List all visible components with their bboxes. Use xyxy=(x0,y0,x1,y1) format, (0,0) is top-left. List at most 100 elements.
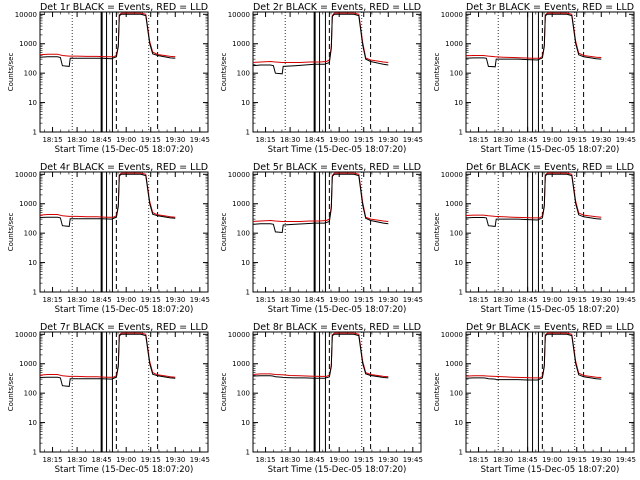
y-tick-label: 1000 xyxy=(232,200,250,208)
series-line-lld xyxy=(253,332,389,378)
plot-frame xyxy=(252,171,422,293)
panel-det-5: Det 5r BLACK = Events, RED = LLD 1 10 100 10… xyxy=(220,162,423,315)
x-tick-label: 19:30 xyxy=(591,136,611,144)
x-tick-label: 19:45 xyxy=(190,136,210,144)
y-tick-label: 10 xyxy=(28,99,37,107)
series-line-lld xyxy=(466,332,602,379)
x-tick-label: 19:00 xyxy=(329,296,349,304)
y-tick-label: 10000 xyxy=(15,331,37,339)
plot-frame xyxy=(252,11,422,133)
x-tick-label: 19:30 xyxy=(378,296,398,304)
y-tick-label: 1000 xyxy=(445,360,463,368)
x-tick-label: 19:00 xyxy=(542,456,562,464)
x-tick-label: 18:30 xyxy=(67,296,87,304)
y-tick-label: 100 xyxy=(24,70,37,78)
y-tick-label: 1000 xyxy=(19,200,37,208)
series-line-events xyxy=(466,333,602,381)
y-tick-label: 1 xyxy=(33,289,37,297)
x-tick-label: 19:30 xyxy=(591,456,611,464)
x-tick-label: 19:15 xyxy=(141,296,161,304)
x-tick-label: 19:15 xyxy=(354,456,374,464)
panel-det-1: Det 1r BLACK = Events, RED = LLD 1 10 100 10… xyxy=(7,2,210,155)
y-tick-label: 1000 xyxy=(19,360,37,368)
y-axis-title: Counts/sec xyxy=(7,373,15,412)
y-tick-label: 1 xyxy=(33,129,37,137)
y-tick-label: 1 xyxy=(246,289,250,297)
y-axis-title: Counts/sec xyxy=(433,213,441,252)
x-tick-label: 18:30 xyxy=(280,296,300,304)
x-tick-label: 18:45 xyxy=(518,296,538,304)
series-line-lld xyxy=(253,12,389,63)
series-line-events xyxy=(40,13,176,67)
y-tick-label: 100 xyxy=(450,390,463,398)
x-axis-title: Start Time (15-Dec-05 18:07:20) xyxy=(481,305,620,315)
x-tick-label: 19:30 xyxy=(165,296,185,304)
y-axis-title: Counts/sec xyxy=(433,373,441,412)
x-tick-label: 18:45 xyxy=(92,456,112,464)
chart-title: Det 6r BLACK = Events, RED = LLD xyxy=(466,162,634,173)
y-tick-label: 10 xyxy=(241,99,250,107)
y-tick-label: 1000 xyxy=(19,40,37,48)
x-tick-label: 18:45 xyxy=(92,296,112,304)
x-tick-label: 19:15 xyxy=(567,296,587,304)
x-tick-label: 18:45 xyxy=(305,456,325,464)
panel-det-6: Det 6r BLACK = Events, RED = LLD 1 10 100 10… xyxy=(433,162,636,315)
y-axis-title: Counts/sec xyxy=(433,53,441,92)
series-line-events xyxy=(466,173,602,227)
chart-title: Det 2r BLACK = Events, RED = LLD xyxy=(253,2,421,13)
series-line-events xyxy=(40,333,176,387)
x-tick-label: 18:15 xyxy=(255,456,275,464)
y-tick-label: 1000 xyxy=(445,40,463,48)
x-tick-label: 18:30 xyxy=(67,456,87,464)
x-tick-label: 18:15 xyxy=(468,296,488,304)
y-tick-label: 10000 xyxy=(228,331,250,339)
x-tick-label: 18:30 xyxy=(280,456,300,464)
y-tick-label: 10000 xyxy=(15,171,37,179)
x-tick-label: 18:15 xyxy=(42,296,62,304)
series-line-events xyxy=(253,173,389,234)
x-tick-label: 18:45 xyxy=(305,136,325,144)
chart-title: Det 4r BLACK = Events, RED = LLD xyxy=(40,162,208,173)
x-axis-title: Start Time (15-Dec-05 18:07:20) xyxy=(268,305,407,315)
y-tick-label: 10000 xyxy=(228,11,250,19)
series-line-lld xyxy=(466,172,602,219)
panel-det-8: Det 8r BLACK = Events, RED = LLD 1 10 100 10… xyxy=(220,322,423,475)
x-tick-label: 19:45 xyxy=(403,296,423,304)
x-tick-label: 18:15 xyxy=(42,456,62,464)
x-tick-label: 19:00 xyxy=(116,296,136,304)
series-line-lld xyxy=(466,12,602,59)
y-tick-label: 100 xyxy=(450,230,463,238)
y-tick-label: 100 xyxy=(24,230,37,238)
y-tick-label: 1 xyxy=(459,129,463,137)
x-tick-label: 19:00 xyxy=(542,296,562,304)
y-tick-label: 10 xyxy=(454,99,463,107)
chart-title: Det 5r BLACK = Events, RED = LLD xyxy=(253,162,421,173)
panel-det-4: Det 4r BLACK = Events, RED = LLD 1 10 100 10… xyxy=(7,162,210,315)
x-axis-title: Start Time (15-Dec-05 18:07:20) xyxy=(481,465,620,475)
y-tick-label: 10000 xyxy=(441,11,463,19)
panel-det-2: Det 2r BLACK = Events, RED = LLD 1 10 100 10… xyxy=(220,2,423,155)
y-tick-label: 100 xyxy=(237,70,250,78)
plot-frame xyxy=(39,11,209,133)
x-tick-label: 19:00 xyxy=(329,456,349,464)
x-tick-label: 18:30 xyxy=(493,136,513,144)
x-tick-label: 18:15 xyxy=(468,136,488,144)
y-tick-label: 1000 xyxy=(232,40,250,48)
series-line-events xyxy=(253,333,389,379)
chart-title: Det 1r BLACK = Events, RED = LLD xyxy=(40,2,208,13)
y-tick-label: 10000 xyxy=(228,171,250,179)
y-axis-title: Counts/sec xyxy=(220,53,228,92)
y-tick-label: 10 xyxy=(454,419,463,427)
x-tick-label: 18:30 xyxy=(67,136,87,144)
x-tick-label: 18:45 xyxy=(518,456,538,464)
x-tick-label: 19:00 xyxy=(542,136,562,144)
x-tick-label: 18:30 xyxy=(493,456,513,464)
x-tick-label: 19:15 xyxy=(141,136,161,144)
x-tick-label: 18:30 xyxy=(493,296,513,304)
panel-det-3: Det 3r BLACK = Events, RED = LLD 1 10 100 10… xyxy=(433,2,636,155)
y-tick-label: 100 xyxy=(450,70,463,78)
x-tick-label: 19:45 xyxy=(190,456,210,464)
series-line-events xyxy=(40,173,176,227)
x-tick-label: 19:45 xyxy=(403,136,423,144)
